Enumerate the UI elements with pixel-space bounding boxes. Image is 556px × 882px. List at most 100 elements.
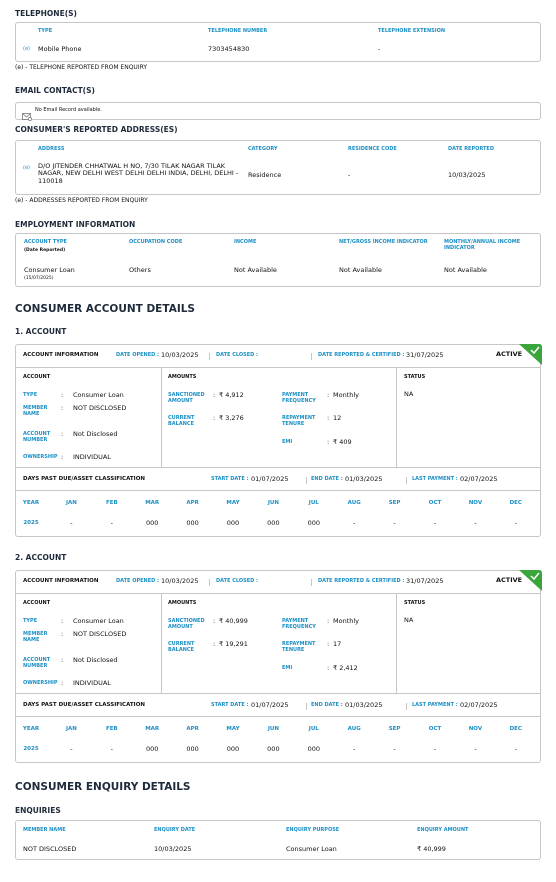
cell: Residence [248, 171, 282, 179]
month-value: - [110, 745, 113, 753]
footnote: (e) - ADDRESSES REPORTED FROM ENQUIRY [15, 197, 148, 204]
date-label: DATE REPORTED & CERTIFIED : [318, 578, 405, 584]
divider [406, 703, 407, 710]
month-value: - [70, 745, 73, 753]
cell: Not Available [234, 266, 277, 274]
date-label: LAST PAYMENT : [412, 476, 458, 482]
colon [213, 392, 215, 399]
date-label: START DATE : [211, 476, 249, 482]
month-value: 000 [145, 745, 159, 753]
field-label: EMI [282, 439, 293, 445]
active-check [519, 570, 542, 595]
month-value: - [353, 519, 356, 527]
column-header: TELEPHONE EXTENSION [378, 28, 446, 34]
field-label: TYPE [23, 618, 38, 624]
field-label: CURRENT BALANCE [168, 641, 195, 653]
month-header: MAY [226, 726, 240, 732]
field-value: Not Disclosed [73, 656, 118, 664]
month-value: 2025 [23, 746, 39, 752]
check-corner [519, 570, 542, 591]
column-header: MONTHLY/ANNUAL INCOME INDICATOR [444, 239, 521, 251]
panel-label: ACCOUNT [23, 600, 51, 606]
field-label: SANCTIONED AMOUNT [168, 618, 205, 630]
month-header: MAY [226, 500, 240, 506]
divider [406, 477, 407, 484]
field-label: PAYMENT FREQUENCY [282, 392, 316, 404]
date-label: DATE REPORTED & CERTIFIED : [318, 352, 405, 358]
column-header: INCOME [234, 239, 257, 245]
colon [61, 392, 63, 399]
email-card: No Email Record available. [15, 102, 541, 121]
field-value: ₹ 4,912 [219, 391, 244, 399]
colon [213, 618, 215, 625]
divider [306, 703, 307, 710]
footnote: (e) - TELEPHONE REPORTED FROM ENQUIRY [15, 64, 148, 71]
cell: ₹ 40,999 [417, 845, 446, 853]
employment-card: ACCOUNT TYPE OCCUPATION CODE INCOME NET/GRO… [15, 233, 541, 287]
month-value: 000 [307, 519, 320, 527]
active-check [519, 344, 542, 369]
info-label: ACCOUNT INFORMATION [23, 578, 99, 584]
cell: 10/03/2025 [448, 171, 486, 179]
month-value: - [514, 519, 517, 527]
month-value: - [474, 745, 477, 753]
field-label: MEMBER NAME [23, 405, 48, 417]
field-value: Monthly [333, 391, 360, 399]
month-value: 000 [186, 745, 199, 753]
column-header: ENQUIRY AMOUNT [417, 827, 469, 833]
month-header: APR [186, 500, 199, 506]
field-label: MEMBER NAME [23, 631, 48, 643]
field-label: REPAYMENT TENURE [282, 415, 316, 427]
month-value: - [353, 745, 356, 753]
field-label: TYPE [23, 392, 38, 398]
divider [16, 490, 540, 491]
field-label: PAYMENT FREQUENCY [282, 618, 316, 630]
colon [61, 405, 63, 412]
column-header: RESIDENCE CODE [348, 146, 397, 152]
date-label: START DATE : [211, 702, 249, 708]
divider [311, 579, 312, 586]
column-header: TELEPHONE NUMBER [208, 28, 268, 34]
month-header: DEC [509, 500, 522, 506]
column-header: ACCOUNT TYPE [24, 239, 67, 245]
cell: NOT DISCLOSED [23, 845, 77, 853]
section-title: EMPLOYMENT INFORMATION [15, 220, 136, 229]
colon [61, 618, 63, 625]
field-value: ₹ 2,412 [333, 664, 358, 672]
cell: Not Available [339, 266, 382, 274]
field-value: 12 [333, 414, 342, 422]
column-header: OCCUPATION CODE [129, 239, 183, 245]
status-badge: ACTIVE [496, 576, 523, 584]
field-label: OWNERSHIP [23, 680, 58, 686]
colon [61, 631, 63, 638]
panel-label: STATUS [404, 374, 426, 380]
field-value: NOT DISCLOSED [73, 630, 127, 638]
field-value: Not Disclosed [73, 430, 118, 438]
field-label: EMI [282, 665, 293, 671]
date-value: 10/03/2025 [161, 351, 199, 359]
colon [327, 641, 329, 648]
column-header: MEMBER NAME [23, 827, 66, 833]
icon [22, 113, 32, 121]
colon [327, 392, 329, 399]
divider [161, 593, 162, 693]
month-header: DEC [509, 726, 522, 732]
divider [16, 693, 540, 694]
account-card: ACCOUNT INFORMATION DATE OPENED :10/03/20… [15, 344, 542, 537]
month-value: 2025 [23, 520, 39, 526]
colon [327, 618, 329, 625]
cell-date: (15/07/2025) [24, 276, 54, 281]
account-heading: 2. ACCOUNT [15, 553, 67, 562]
field-value: NOT DISCLOSED [73, 404, 127, 412]
field-value: NA [404, 390, 414, 398]
panel-label: STATUS [404, 600, 426, 606]
date-value: 01/03/2025 [345, 475, 383, 483]
colon [327, 439, 329, 446]
month-header: MAR [145, 500, 160, 506]
month-header: AUG [347, 726, 361, 732]
field-value: ₹ 3,276 [219, 414, 244, 422]
colon [61, 680, 63, 687]
month-header: FEB [105, 726, 118, 732]
date-value: 01/07/2025 [251, 475, 289, 483]
telephone-card: TYPE TELEPHONE NUMBER TELEPHONE EXTENSION (… [15, 22, 541, 62]
